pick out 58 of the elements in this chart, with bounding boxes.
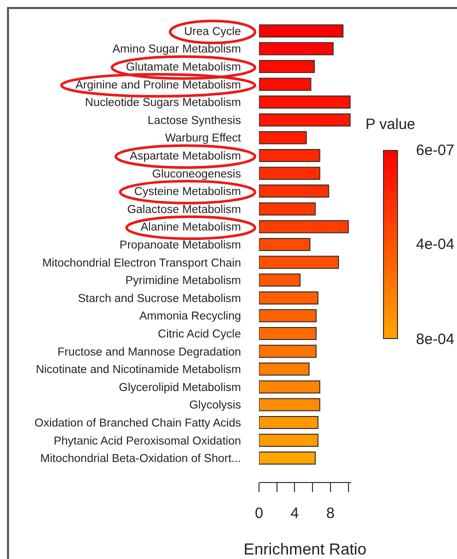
x-tick-label: 0 (254, 505, 264, 522)
color-bar-label: 8e-04 (416, 330, 454, 348)
bar (259, 166, 320, 180)
y-tick-label: Phytanic Acid Peroxisomal Oxidation (54, 435, 241, 448)
y-tick-label: Gluconeogenesis (152, 168, 242, 180)
bar (259, 60, 315, 74)
color-bar-label: 6e-07 (416, 142, 454, 158)
y-tick-label: Glutamate Metabolism (126, 62, 241, 74)
y-tick-label: Mitochondrial Beta-Oxidation of Short... (40, 453, 241, 466)
y-tick-label: Propanoate Metabolism (120, 240, 241, 252)
x-axis-title: Enrichment Ratio (244, 542, 366, 559)
y-tick-label: Ammonia Recycling (139, 310, 241, 323)
y-tick-label: Glycolysis (189, 400, 242, 412)
color-bar-label: 4e-04 (416, 236, 454, 253)
bar (259, 256, 339, 269)
bar (259, 184, 330, 198)
y-tick-label: Warburg Effect (164, 132, 242, 145)
y-tick-label: Arginine and Proline Metabolism (75, 79, 241, 92)
bar (259, 42, 334, 56)
bar (259, 380, 320, 394)
bar (259, 148, 320, 162)
y-tick-label: Oxidation of Branched Chain Fatty Acids (34, 418, 242, 430)
bar (259, 434, 318, 447)
y-tick-label: Lactose Synthesis (148, 114, 242, 127)
y-tick-label: Galactose Metabolism (127, 204, 241, 216)
bar (259, 113, 351, 126)
y-tick-label: Cysteine Metabolism (134, 186, 241, 198)
bar (259, 398, 320, 412)
y-tick-label: Nicotinate and Nicotinamide Metabolism (36, 364, 241, 376)
bar (259, 78, 312, 91)
bar (259, 344, 317, 358)
bar (259, 202, 316, 216)
y-tick-label: Aspartate Metabolism (130, 150, 241, 163)
bar (259, 131, 307, 144)
x-tick-label: 8 (326, 505, 335, 522)
bar (259, 96, 351, 109)
color-bar-title: P value (366, 116, 416, 133)
bar (259, 238, 310, 252)
y-tick-label: Fructose and Mannose Degradation (58, 346, 241, 358)
y-tick-label: Amino Sugar Metabolism (112, 44, 241, 56)
bar (259, 362, 310, 376)
bar (259, 220, 349, 234)
y-tick-label: Glycerolipid Metabolism (118, 382, 241, 394)
bar (259, 326, 317, 340)
y-tick-label: Urea Cycle (184, 26, 241, 38)
bar (259, 416, 318, 430)
x-tick-label: 4 (290, 505, 299, 522)
y-tick-label: Citric Acid Cycle (158, 328, 241, 341)
y-tick-label: Pyrimidine Metabolism (125, 275, 241, 288)
bar (259, 309, 317, 322)
y-tick-label: Mitochondrial Electron Transport Chain (42, 257, 241, 270)
bar (259, 291, 318, 304)
bar (259, 452, 316, 465)
bar (259, 24, 344, 38)
y-tick-label: Nucleotide Sugars Metabolism (85, 97, 241, 110)
y-tick-label: Alanine Metabolism (140, 222, 241, 234)
bar (259, 274, 301, 287)
y-tick-label: Starch and Sucrose Metabolism (78, 292, 241, 305)
